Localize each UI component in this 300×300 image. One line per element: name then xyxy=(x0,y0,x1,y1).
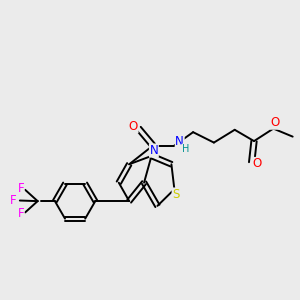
Text: F: F xyxy=(17,207,24,220)
Text: O: O xyxy=(129,120,138,133)
Text: N: N xyxy=(175,136,184,148)
Text: F: F xyxy=(10,194,16,207)
Text: O: O xyxy=(270,116,280,129)
Text: S: S xyxy=(172,188,179,201)
Text: N: N xyxy=(149,144,158,157)
Text: F: F xyxy=(17,182,24,195)
Text: O: O xyxy=(252,158,262,170)
Text: H: H xyxy=(182,144,189,154)
